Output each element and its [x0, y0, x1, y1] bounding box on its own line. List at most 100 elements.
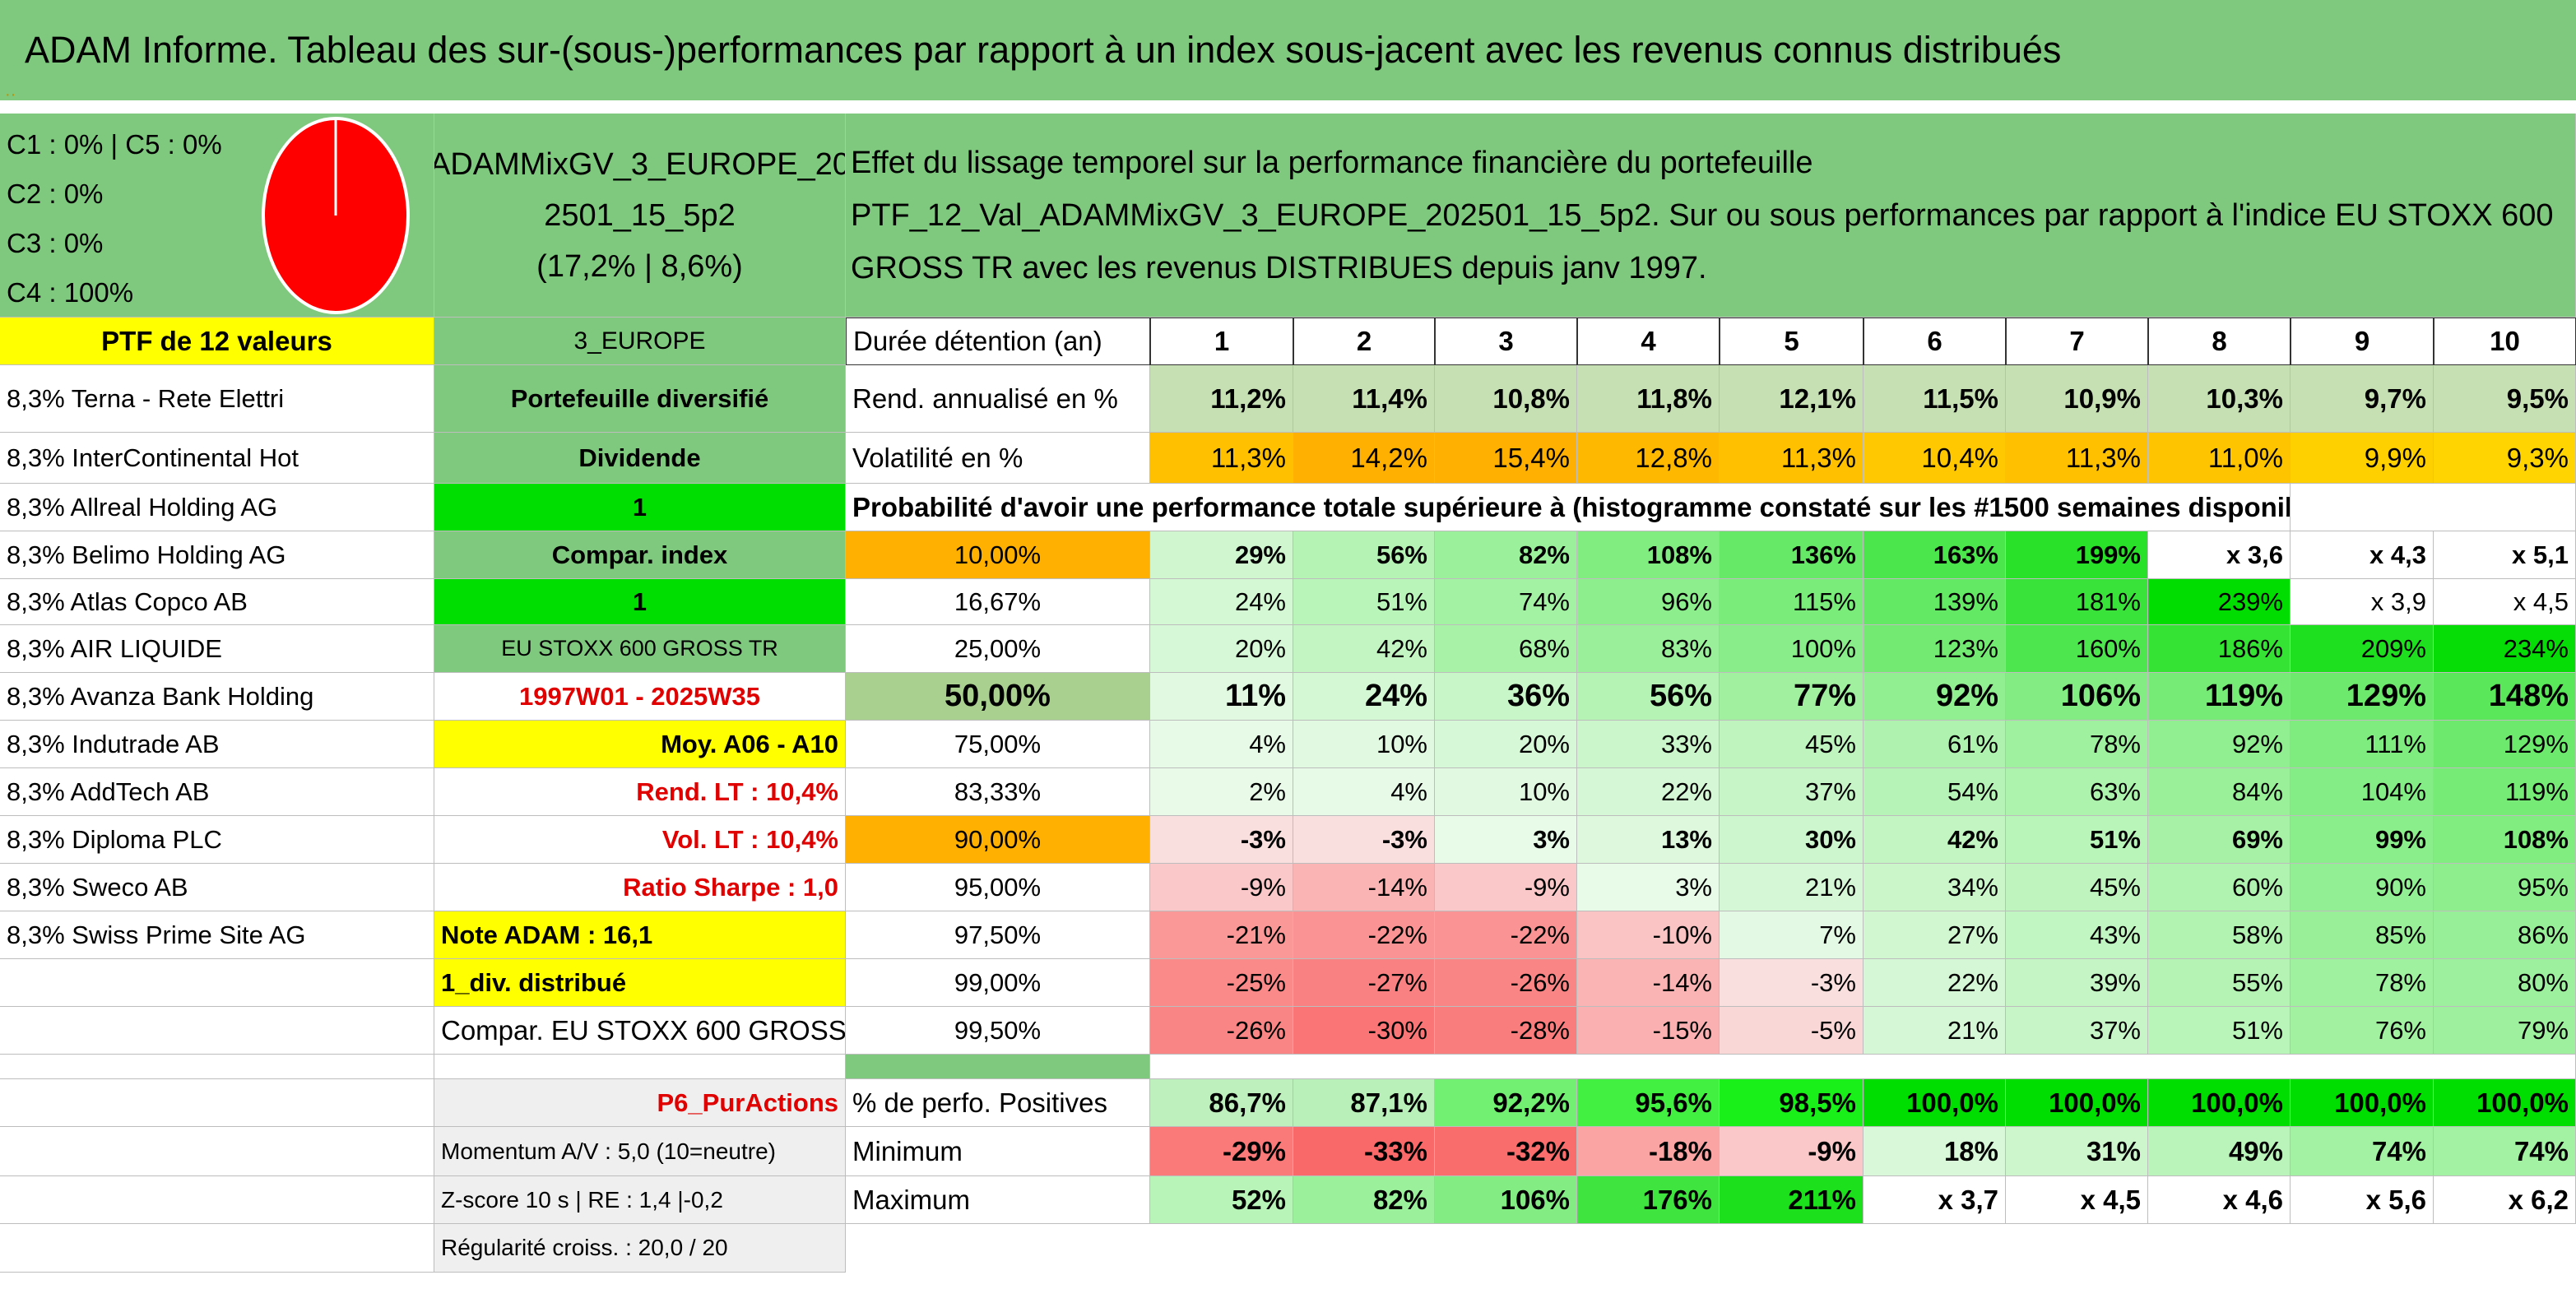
info-cell: 3_EUROPE: [434, 318, 846, 365]
quantile-value: -3%: [1720, 959, 1864, 1007]
info-cell: Z-score 10 s | RE : 1,4 |-0,2: [434, 1176, 846, 1224]
stat-value: 31%: [2006, 1127, 2148, 1176]
stat-value: 95,6%: [1577, 1079, 1720, 1127]
vol-label: Volatilité en %: [846, 433, 1150, 484]
year-header: 6: [1864, 318, 2006, 365]
stat-value: 100,0%: [2434, 1079, 2576, 1127]
vol-value: 12,8%: [1577, 433, 1720, 484]
empty-cell: [0, 1127, 434, 1176]
probability-label: Probabilité d'avoir une performance tota…: [846, 484, 2291, 531]
title-bar: ADAM Informe. Tableau des sur-(sous-)per…: [0, 0, 2576, 100]
vol-value: 11,3%: [1720, 433, 1864, 484]
quantile-value: 99%: [2291, 816, 2434, 864]
quantile-value: 43%: [2006, 911, 2148, 959]
quantile-value: 55%: [2148, 959, 2291, 1007]
quantile-value: 78%: [2006, 721, 2148, 768]
holding-item: 8,3% Swiss Prime Site AG: [0, 911, 434, 959]
quantile-value: 10%: [1435, 768, 1577, 816]
quantile-value: -5%: [1720, 1007, 1864, 1055]
fund-name-line: (17,2% | 8,6%): [536, 248, 743, 284]
quantile-value: 2%: [1150, 768, 1293, 816]
quantile-label: 50,00%: [846, 673, 1150, 721]
stat-value: 86,7%: [1150, 1079, 1293, 1127]
stat-value: 82%: [1293, 1176, 1435, 1224]
quantile-value: 78%: [2291, 959, 2434, 1007]
rend-value: 12,1%: [1720, 365, 1864, 433]
quantile-label: 99,50%: [846, 1007, 1150, 1055]
quantile-value: -10%: [1577, 911, 1720, 959]
rend-value: 10,8%: [1435, 365, 1577, 433]
empty-cell: [0, 1224, 434, 1273]
stat-value: 74%: [2434, 1127, 2576, 1176]
quantile-value: 239%: [2148, 579, 2291, 625]
stat-value: 49%: [2148, 1127, 2291, 1176]
stat-value: 100,0%: [2006, 1079, 2148, 1127]
quantile-value: 20%: [1150, 625, 1293, 673]
info-cell: 1: [434, 484, 846, 531]
quantile-value: 63%: [2006, 768, 2148, 816]
quantile-value: -30%: [1293, 1007, 1435, 1055]
holding-item: 8,3% InterContinental Hot: [0, 433, 434, 484]
quantile-value: 108%: [1577, 531, 1720, 579]
quantile-value: x 4,3: [2291, 531, 2434, 579]
quantile-value: 21%: [1720, 864, 1864, 911]
spacer-cell: [846, 1055, 1150, 1079]
quantile-value: 22%: [1577, 768, 1720, 816]
quantile-value: 4%: [1293, 768, 1435, 816]
stat-label: % de perfo. Positives: [846, 1079, 1150, 1127]
stat-value: 98,5%: [1720, 1079, 1864, 1127]
year-header: 7: [2006, 318, 2148, 365]
info-cell: Ratio Sharpe : 1,0: [434, 864, 846, 911]
info-cell: P6_PurActions: [434, 1079, 846, 1127]
quantile-value: 10%: [1293, 721, 1435, 768]
stat-value: 74%: [2291, 1127, 2434, 1176]
vol-value: 14,2%: [1293, 433, 1435, 484]
info-cell: 1_div. distribué: [434, 959, 846, 1007]
quantile-value: 13%: [1577, 816, 1720, 864]
info-cell: Compar. EU STOXX 600 GROSS TR: [434, 1007, 846, 1055]
quantile-value: 45%: [1720, 721, 1864, 768]
quantile-value: 129%: [2291, 673, 2434, 721]
info-cell: Momentum A/V : 5,0 (10=neutre): [434, 1127, 846, 1176]
duration-label: Durée détention (an): [846, 318, 1150, 365]
quantile-value: 80%: [2434, 959, 2576, 1007]
vol-value: 11,0%: [2148, 433, 2291, 484]
quantile-value: x 3,6: [2148, 531, 2291, 579]
year-header: 4: [1577, 318, 1720, 365]
quantile-value: 69%: [2148, 816, 2291, 864]
fund-name: ADAMMixGV_3_EUROPE_20 2501_15_5p2 (17,2%…: [434, 114, 846, 318]
year-header: 3: [1435, 318, 1577, 365]
quantile-value: 51%: [2006, 816, 2148, 864]
quantile-label: 10,00%: [846, 531, 1150, 579]
stat-value: 52%: [1150, 1176, 1293, 1224]
holding-item: 8,3% Atlas Copco AB: [0, 579, 434, 625]
quantile-value: 104%: [2291, 768, 2434, 816]
quantile-label: 25,00%: [846, 625, 1150, 673]
stat-label: Minimum: [846, 1127, 1150, 1176]
rend-value: 9,5%: [2434, 365, 2576, 433]
quantile-value: 209%: [2291, 625, 2434, 673]
stat-value: x 5,6: [2291, 1176, 2434, 1224]
quantile-value: 181%: [2006, 579, 2148, 625]
quantile-value: 60%: [2148, 864, 2291, 911]
stat-value: -29%: [1150, 1127, 1293, 1176]
year-header: 1: [1150, 318, 1293, 365]
info-cell: 1997W01 - 2025W35: [434, 673, 846, 721]
quantile-value: 56%: [1293, 531, 1435, 579]
stat-value: x 6,2: [2434, 1176, 2576, 1224]
stat-value: 100,0%: [1864, 1079, 2006, 1127]
vol-value: 9,9%: [2291, 433, 2434, 484]
quantile-value: 37%: [2006, 1007, 2148, 1055]
info-cell: Vol. LT : 10,4%: [434, 816, 846, 864]
quantile-value: 108%: [2434, 816, 2576, 864]
quantile-value: 33%: [1577, 721, 1720, 768]
quantile-value: 90%: [2291, 864, 2434, 911]
quantile-value: -21%: [1150, 911, 1293, 959]
quantile-value: 186%: [2148, 625, 2291, 673]
quantile-value: 119%: [2148, 673, 2291, 721]
quantile-value: -27%: [1293, 959, 1435, 1007]
stat-value: 106%: [1435, 1176, 1577, 1224]
holding-item: 8,3% Belimo Holding AG: [0, 531, 434, 579]
quantile-value: 163%: [1864, 531, 2006, 579]
